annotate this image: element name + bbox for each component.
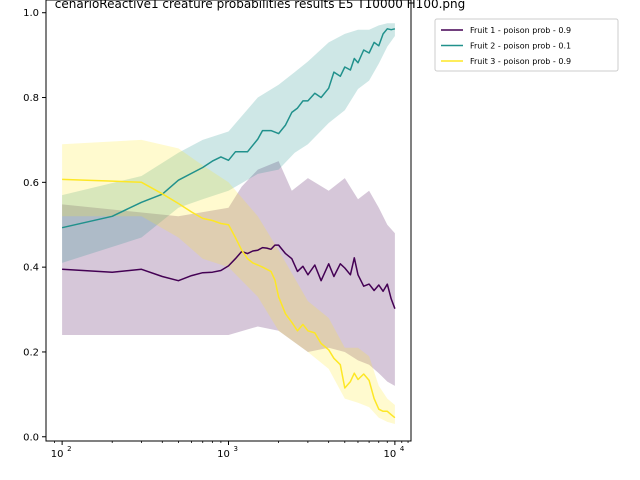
y-axis: 0.0 0.2 0.4 0.6 0.8 1.0 (23, 8, 46, 443)
x-axis: 10 2 10 3 10 4 (51, 441, 409, 460)
x-tick-label: 10 (384, 449, 397, 460)
x-tick-exponent: 4 (400, 445, 405, 453)
y-tick-label: 0.8 (23, 93, 39, 104)
legend-label: Fruit 2 - poison prob - 0.1 (470, 42, 571, 51)
chart-title: cenarioReactive1 creature probabilities … (55, 0, 466, 11)
y-tick-label: 0.2 (23, 347, 39, 358)
legend-label: Fruit 3 - poison prob - 0.9 (470, 57, 571, 66)
legend-box (434, 18, 619, 72)
x-tick-label: 10 (51, 449, 64, 460)
series-lines (61, 28, 396, 419)
x-tick-exponent: 3 (234, 445, 238, 453)
confidence-bands (62, 23, 395, 424)
series-3-line (62, 178, 396, 419)
x-tick-label: 10 (217, 449, 230, 460)
series-1-band (62, 161, 395, 386)
y-tick-label: 0.0 (23, 432, 39, 443)
y-tick-label: 0.6 (23, 178, 39, 189)
y-tick-label: 1.0 (23, 8, 39, 19)
series-1-line (62, 244, 396, 309)
legend: Fruit 1 - poison prob - 0.9 Fruit 2 - poi… (434, 18, 619, 72)
legend-label: Fruit 1 - poison prob - 0.9 (470, 26, 571, 35)
series-2-band (62, 23, 395, 263)
series-3-band (62, 139, 395, 424)
series-2-line (61, 28, 396, 229)
x-tick-exponent: 2 (67, 445, 71, 453)
y-tick-label: 0.4 (23, 263, 39, 274)
